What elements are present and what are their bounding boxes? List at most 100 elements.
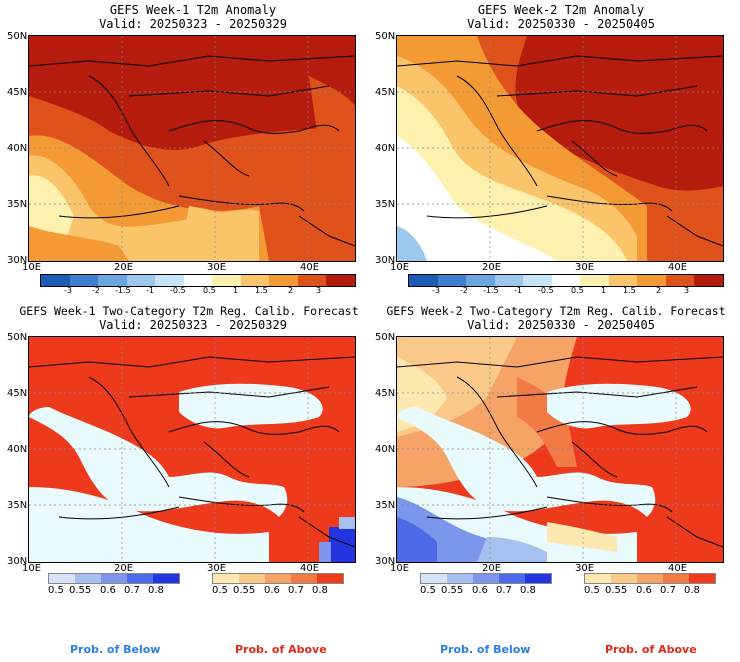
colorbar-bin [694,275,724,286]
colorbar-bin [49,574,75,583]
colorbar-bin [291,574,317,583]
colorbar-bin [98,275,127,286]
colorbar-label: -3 [432,286,440,295]
lon-label: 30E [575,262,595,273]
lon-label: 10E [22,262,42,273]
colorbar-label: 0.6 [636,585,652,596]
colorbar-label: 3 [684,286,690,295]
lon-label: 30E [575,563,595,574]
colorbar-label: -3 [64,286,72,295]
colorbar-label: 1.5 [623,286,636,295]
lon-label: 10E [390,262,410,273]
colorbar-label: 0.6 [472,585,488,596]
colorbar-bin [585,574,611,583]
lat-label: 30N [7,255,28,266]
colorbar-label: 2 [288,286,294,295]
prob-above-colorbar [212,573,344,584]
colorbar-label: 0.5 [420,585,436,596]
colorbar-label: 0.6 [100,585,116,596]
lat-label: 45N [375,87,396,98]
lon-label: 30E [207,262,227,273]
colorbar-bin [126,275,156,286]
colorbar-label: 1 [233,286,239,295]
colorbar-bin [409,275,438,286]
lon-label: 20E [482,563,502,574]
lat-label: 30N [375,556,396,567]
lat-label: 35N [7,500,28,511]
colorbar-label: 0.55 [441,585,464,596]
colorbar-bin [611,574,637,583]
lat-label: 50N [375,332,396,343]
colorbar-label: -2 [92,286,100,295]
colorbar-label: 1.5 [255,286,268,295]
colorbar-label: -1 [514,286,522,295]
lon-label: 30E [207,563,227,574]
lat-label: 50N [375,31,396,42]
colorbar-label: 0.7 [660,585,676,596]
colorbar-bin [153,574,179,583]
panel-title-week2-anomaly: GEFS Week-2 T2m Anomaly [477,3,645,17]
lat-label: 45N [7,87,28,98]
colorbar-label: 0.55 [605,585,628,596]
colorbar-label: 0.55 [69,585,92,596]
colorbar-bin [637,275,666,286]
legend-prob-above: Prob. of Above [235,643,327,656]
colorbar-label: 0.5 [571,286,584,295]
colorbar-bin [101,574,127,583]
colorbar-label: 0.5 [203,286,216,295]
colorbar-bin [580,275,609,286]
lat-label: 40N [375,143,396,154]
colorbar-bin [525,574,551,583]
colorbar-label: -1.5 [115,286,131,295]
colorbar-bin [551,275,581,286]
colorbar-bin [665,275,695,286]
legend-prob-below: Prob. of Below [70,643,161,656]
colorbar-label: 2 [656,286,662,295]
colorbar-bin [523,275,552,286]
colorbar-label: 0.7 [288,585,304,596]
panel-valid-week2-anomaly: Valid: 20250330 - 20250405 [467,17,655,31]
colorbar-bin [213,574,239,583]
colorbar-label: 3 [316,286,322,295]
colorbar-bin [473,574,499,583]
colorbar-bin [608,275,638,286]
panel-valid-week2-prob: Valid: 20250330 - 20250405 [467,318,655,332]
lat-label: 50N [7,31,28,42]
colorbar-bin [421,574,447,583]
colorbar-bin [41,275,70,286]
legend-prob-above: Prob. of Above [605,643,697,656]
lon-label: 10E [22,563,42,574]
lat-label: 35N [375,500,396,511]
lat-label: 40N [375,444,396,455]
colorbar-label: 0.7 [124,585,140,596]
colorbar-label: 0.8 [148,585,164,596]
lat-label: 35N [375,199,396,210]
map-week1-probability [28,336,356,563]
lat-label: 40N [7,444,28,455]
lon-label: 40E [668,563,688,574]
colorbar-bin [240,275,270,286]
lat-label: 50N [7,332,28,343]
colorbar-label: -2 [460,286,468,295]
lon-label: 20E [114,262,134,273]
map-week2-probability [396,336,724,563]
lat-label: 30N [7,556,28,567]
lon-label: 40E [300,262,320,273]
colorbar-bin [155,275,184,286]
panel-title-week2-prob: GEFS Week-2 Two-Category T2m Reg. Calib.… [386,304,726,318]
colorbar-bin [75,574,101,583]
colorbar-label: 0.5 [48,585,64,596]
prob-below-colorbar [420,573,552,584]
colorbar-bin [689,574,715,583]
lat-label: 45N [375,388,396,399]
colorbar-bin [265,574,291,583]
lat-label: 40N [7,143,28,154]
colorbar-bin [127,574,153,583]
panel-title-week1-prob: GEFS Week-1 Two-Category T2m Reg. Calib.… [19,304,359,318]
lat-label: 30N [375,255,396,266]
colorbar-label: 0.8 [684,585,700,596]
colorbar-bin [494,275,524,286]
colorbar-bin [637,574,663,583]
colorbar-label: 0.8 [312,585,328,596]
lon-label: 20E [482,262,502,273]
